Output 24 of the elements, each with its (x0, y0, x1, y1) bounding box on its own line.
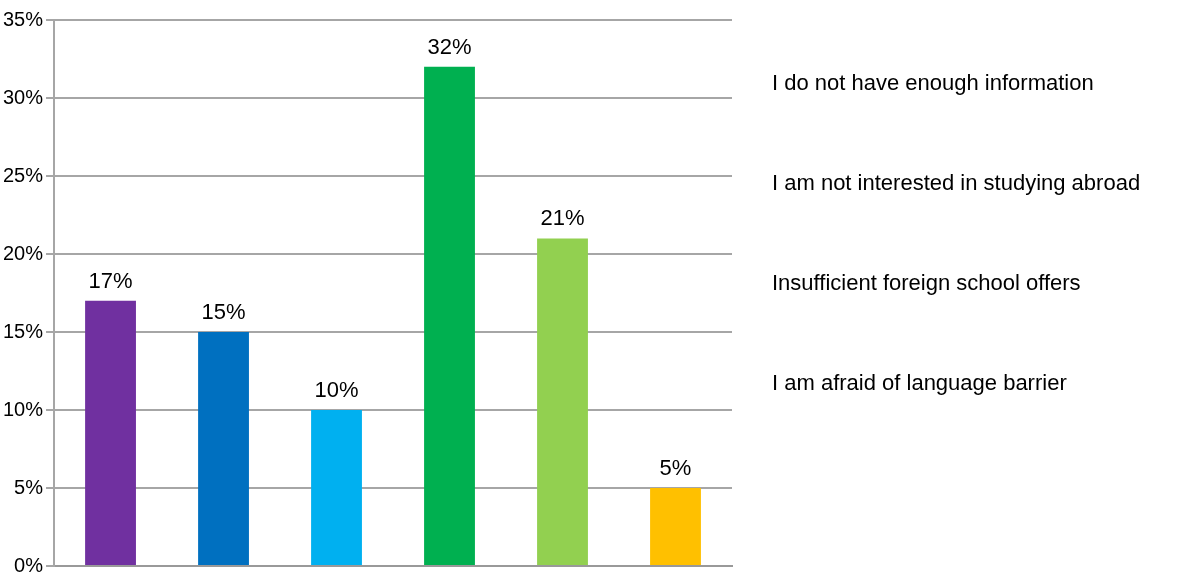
bar (85, 300, 136, 565)
data-label: 5% (659, 455, 692, 481)
bar (424, 66, 475, 565)
data-label: 17% (88, 267, 133, 293)
bar (311, 410, 362, 565)
y-tick-label: 20% (3, 241, 44, 264)
y-tick-label: 30% (3, 85, 44, 108)
text: Insufficient foreign school offers (772, 269, 1082, 297)
y-tick-label: 15% (3, 319, 44, 342)
text: I am not interested in studying abroad (772, 169, 1142, 197)
bar (198, 332, 249, 565)
data-label: 15% (201, 299, 246, 325)
bar (537, 238, 588, 565)
data-label: 10% (314, 377, 359, 403)
text: I am afraid of language barrier (772, 369, 1068, 397)
data-label: 21% (540, 205, 585, 231)
data-label: 32% (427, 33, 472, 59)
y-tick-label: 5% (14, 475, 44, 498)
y-tick-label: 25% (3, 163, 44, 186)
y-tick-label: 0% (14, 553, 44, 576)
y-tick-label: 10% (3, 397, 44, 420)
bar (650, 488, 701, 565)
y-tick-label: 35% (3, 7, 44, 30)
text: I do not have enough information (772, 69, 1095, 97)
